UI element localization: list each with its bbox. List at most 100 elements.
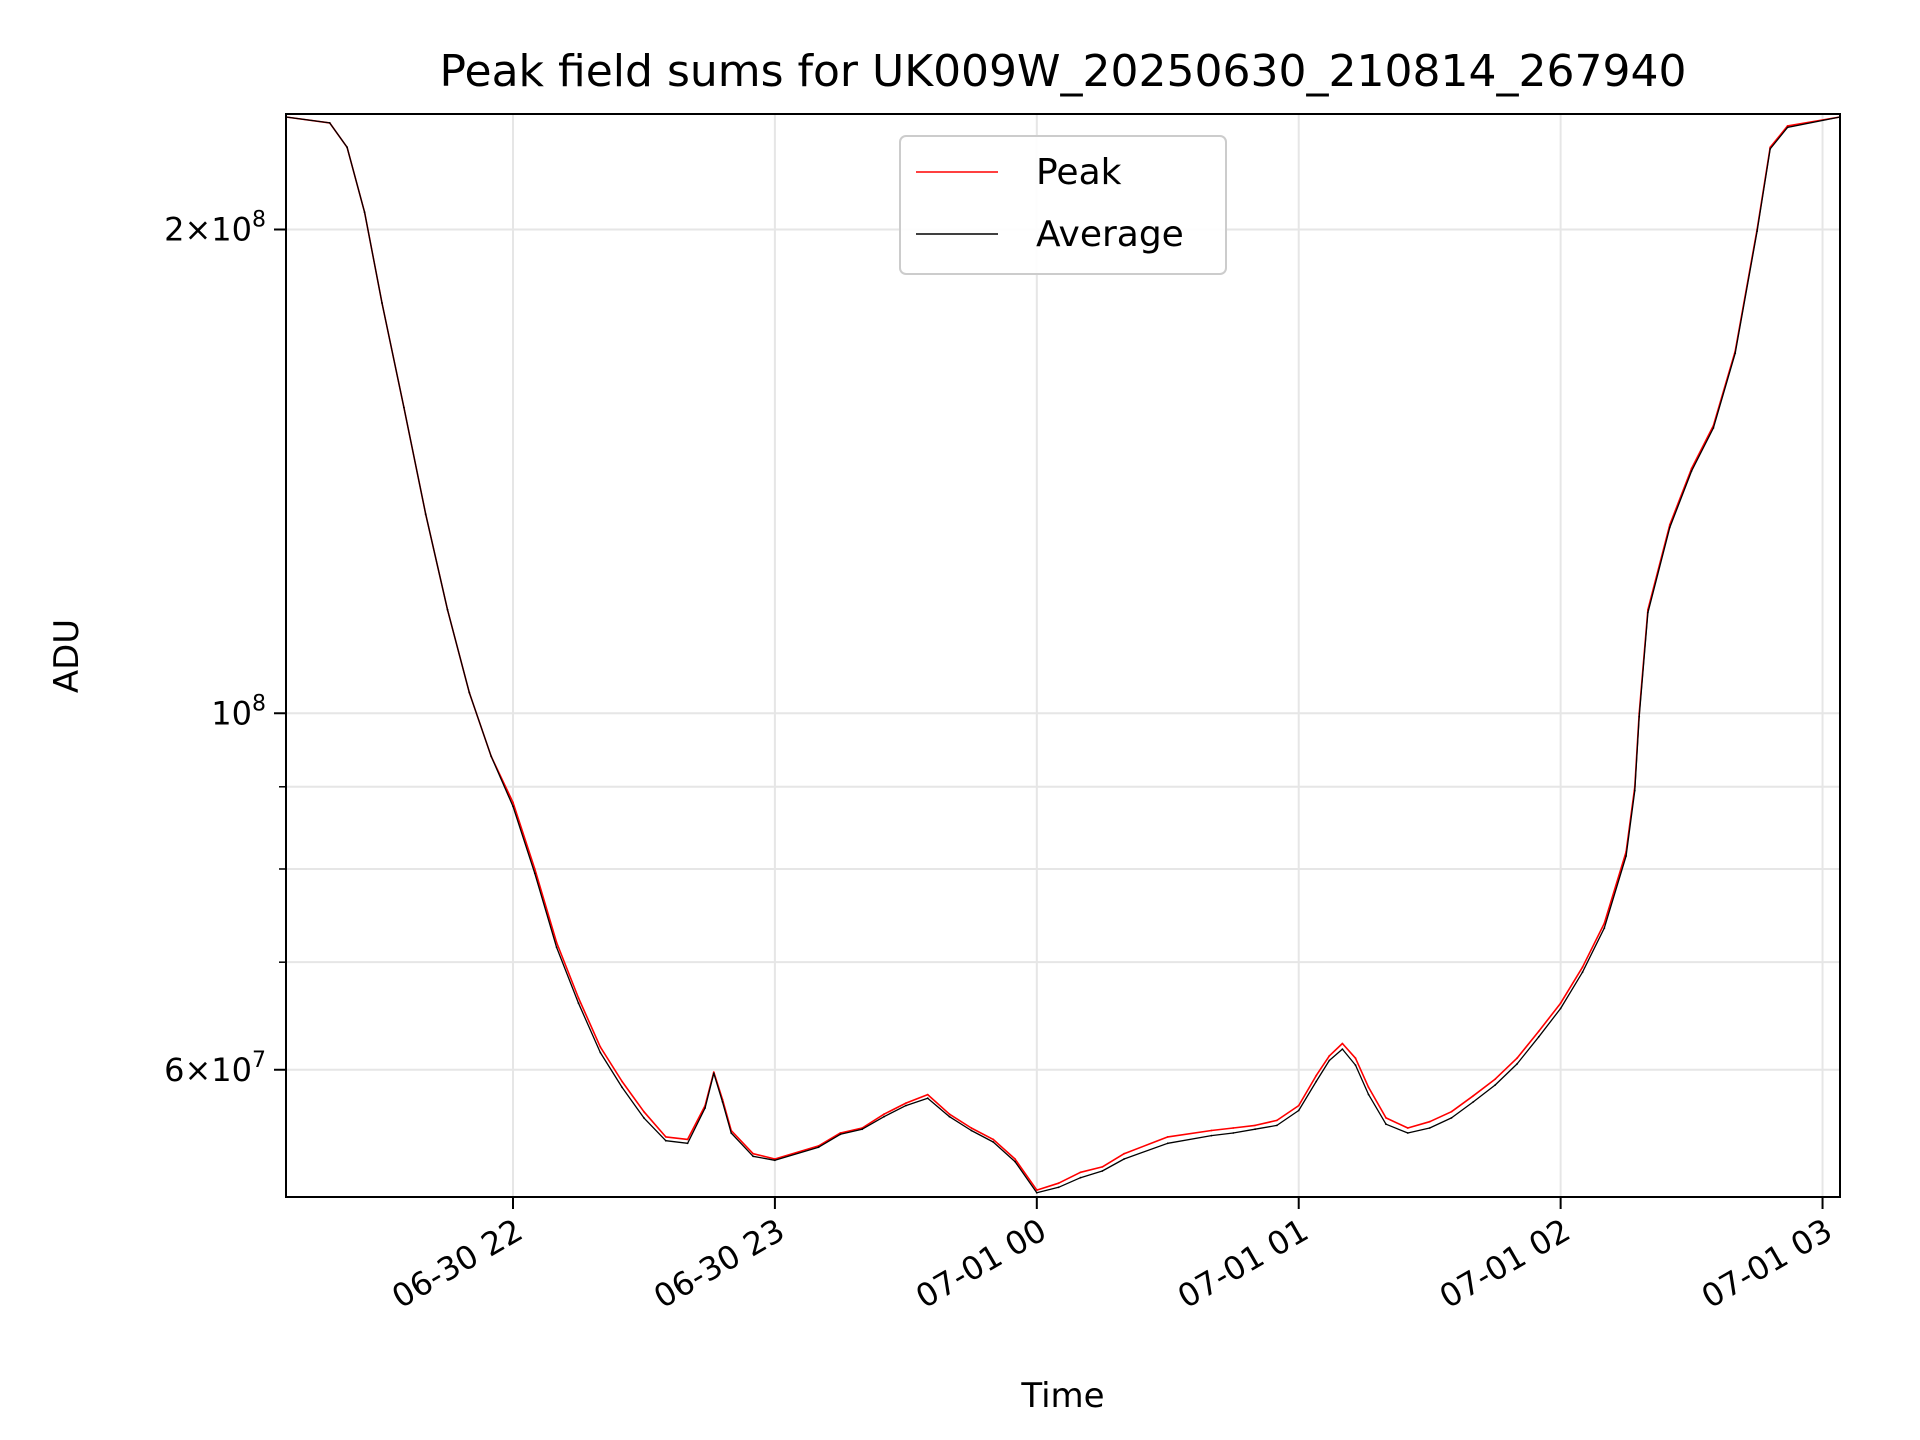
data-point-average [1385, 1123, 1387, 1126]
legend-label-average: Average [1036, 214, 1184, 255]
data-point-average [643, 1117, 645, 1119]
data-point-peak [1057, 1182, 1060, 1185]
data-point-peak [1232, 1127, 1235, 1129]
data-point-average [1603, 927, 1606, 929]
data-point-average [1516, 1063, 1518, 1065]
data-point-peak [1786, 125, 1789, 127]
data-point-average [712, 1072, 715, 1075]
data-point-peak [1276, 1119, 1278, 1122]
data-point-average [346, 146, 348, 149]
data-point-average [1328, 1059, 1331, 1062]
data-point-peak [839, 1132, 842, 1134]
data-point-average [1166, 1142, 1169, 1145]
data-point-average [1450, 1117, 1453, 1119]
data-point-average [883, 1115, 885, 1118]
data-point-average [926, 1097, 929, 1100]
data-point-peak [1581, 966, 1584, 969]
data-point-average [446, 608, 449, 611]
data-point-average [1428, 1127, 1431, 1129]
data-point-average [992, 1141, 995, 1143]
legend: Peak Average [899, 135, 1227, 275]
data-point-average [1690, 470, 1693, 472]
data-point-peak [948, 1113, 951, 1116]
data-point-average [817, 1146, 820, 1149]
chart-title: Peak field sums for UK009W_20250630_2108… [440, 46, 1687, 97]
data-point-peak [1315, 1074, 1318, 1077]
data-point-average [686, 1142, 689, 1145]
data-point-average [577, 1002, 580, 1005]
data-point-peak [621, 1080, 623, 1083]
data-point-peak [905, 1102, 907, 1104]
data-point-peak [577, 997, 580, 999]
data-point-peak [1341, 1042, 1344, 1045]
data-point-average [555, 946, 558, 949]
data-point-peak [1516, 1057, 1518, 1060]
legend-label-peak: Peak [1036, 152, 1122, 193]
data-point-average [490, 755, 493, 758]
data-point-peak [1367, 1086, 1370, 1089]
y-tick-label: 108 [211, 691, 266, 732]
data-point-peak [1428, 1120, 1431, 1123]
data-point-average [1057, 1186, 1060, 1189]
y-axis-label: ADU [47, 619, 87, 693]
data-point-average [468, 691, 471, 694]
data-point-average [1123, 1158, 1125, 1160]
data-point-average [664, 1139, 667, 1142]
data-point-average [1712, 427, 1715, 429]
data-point-average [1035, 1191, 1038, 1194]
y-tick-label: 2×108 [164, 208, 266, 249]
data-point-average [533, 872, 536, 875]
data-point-peak [1354, 1057, 1357, 1060]
data-point-peak [512, 801, 514, 804]
series-line-average [285, 116, 1841, 1194]
series-line-peak [285, 116, 1841, 1191]
data-point-average [1232, 1132, 1235, 1134]
data-point-average [861, 1128, 864, 1131]
data-point-peak [1210, 1129, 1213, 1132]
data-point-average [1210, 1134, 1213, 1137]
data-point-peak [1079, 1171, 1082, 1174]
data-point-average [424, 513, 427, 516]
data-point-average [752, 1155, 754, 1158]
data-point-peak [1166, 1136, 1169, 1138]
data-point-average [1734, 352, 1737, 355]
data-point-peak [1101, 1166, 1104, 1168]
data-point-average [1101, 1170, 1104, 1172]
data-point-peak [752, 1152, 754, 1155]
data-point-peak [1472, 1094, 1475, 1097]
data-point-average [1786, 126, 1789, 129]
data-point-peak [992, 1138, 995, 1141]
data-point-peak [533, 868, 536, 870]
data-point-average [599, 1051, 602, 1054]
data-point-average [721, 1101, 724, 1103]
data-point-peak [643, 1110, 645, 1113]
data-point-average [1367, 1093, 1370, 1096]
data-point-peak [1254, 1124, 1256, 1127]
data-point-peak [1603, 922, 1606, 925]
data-point-peak [1494, 1078, 1497, 1080]
data-point-average [948, 1115, 951, 1118]
data-point-average [905, 1104, 907, 1107]
data-point-peak [1537, 1030, 1540, 1033]
data-point-average [970, 1129, 973, 1132]
y-axis: 2×108 108 6×107 [164, 208, 286, 1089]
data-point-peak [664, 1136, 667, 1138]
data-point-average [774, 1159, 776, 1162]
data-point-average [1354, 1064, 1357, 1066]
data-point-average [403, 406, 405, 409]
data-point-average [363, 211, 366, 214]
data-point-average [1559, 1007, 1562, 1010]
data-point-average [1537, 1035, 1540, 1038]
data-point-peak [883, 1113, 885, 1116]
data-point-average [1625, 855, 1627, 857]
data-point-average [328, 122, 331, 124]
data-point-peak [1450, 1110, 1453, 1113]
data-point-average [730, 1132, 733, 1134]
data-point-average [839, 1133, 842, 1136]
data-point-average [1756, 230, 1758, 233]
legend-box [899, 135, 1227, 275]
data-point-average [1079, 1176, 1082, 1179]
data-point-average [1341, 1048, 1344, 1050]
data-point-peak [1559, 1002, 1562, 1005]
data-point-peak [599, 1046, 602, 1048]
